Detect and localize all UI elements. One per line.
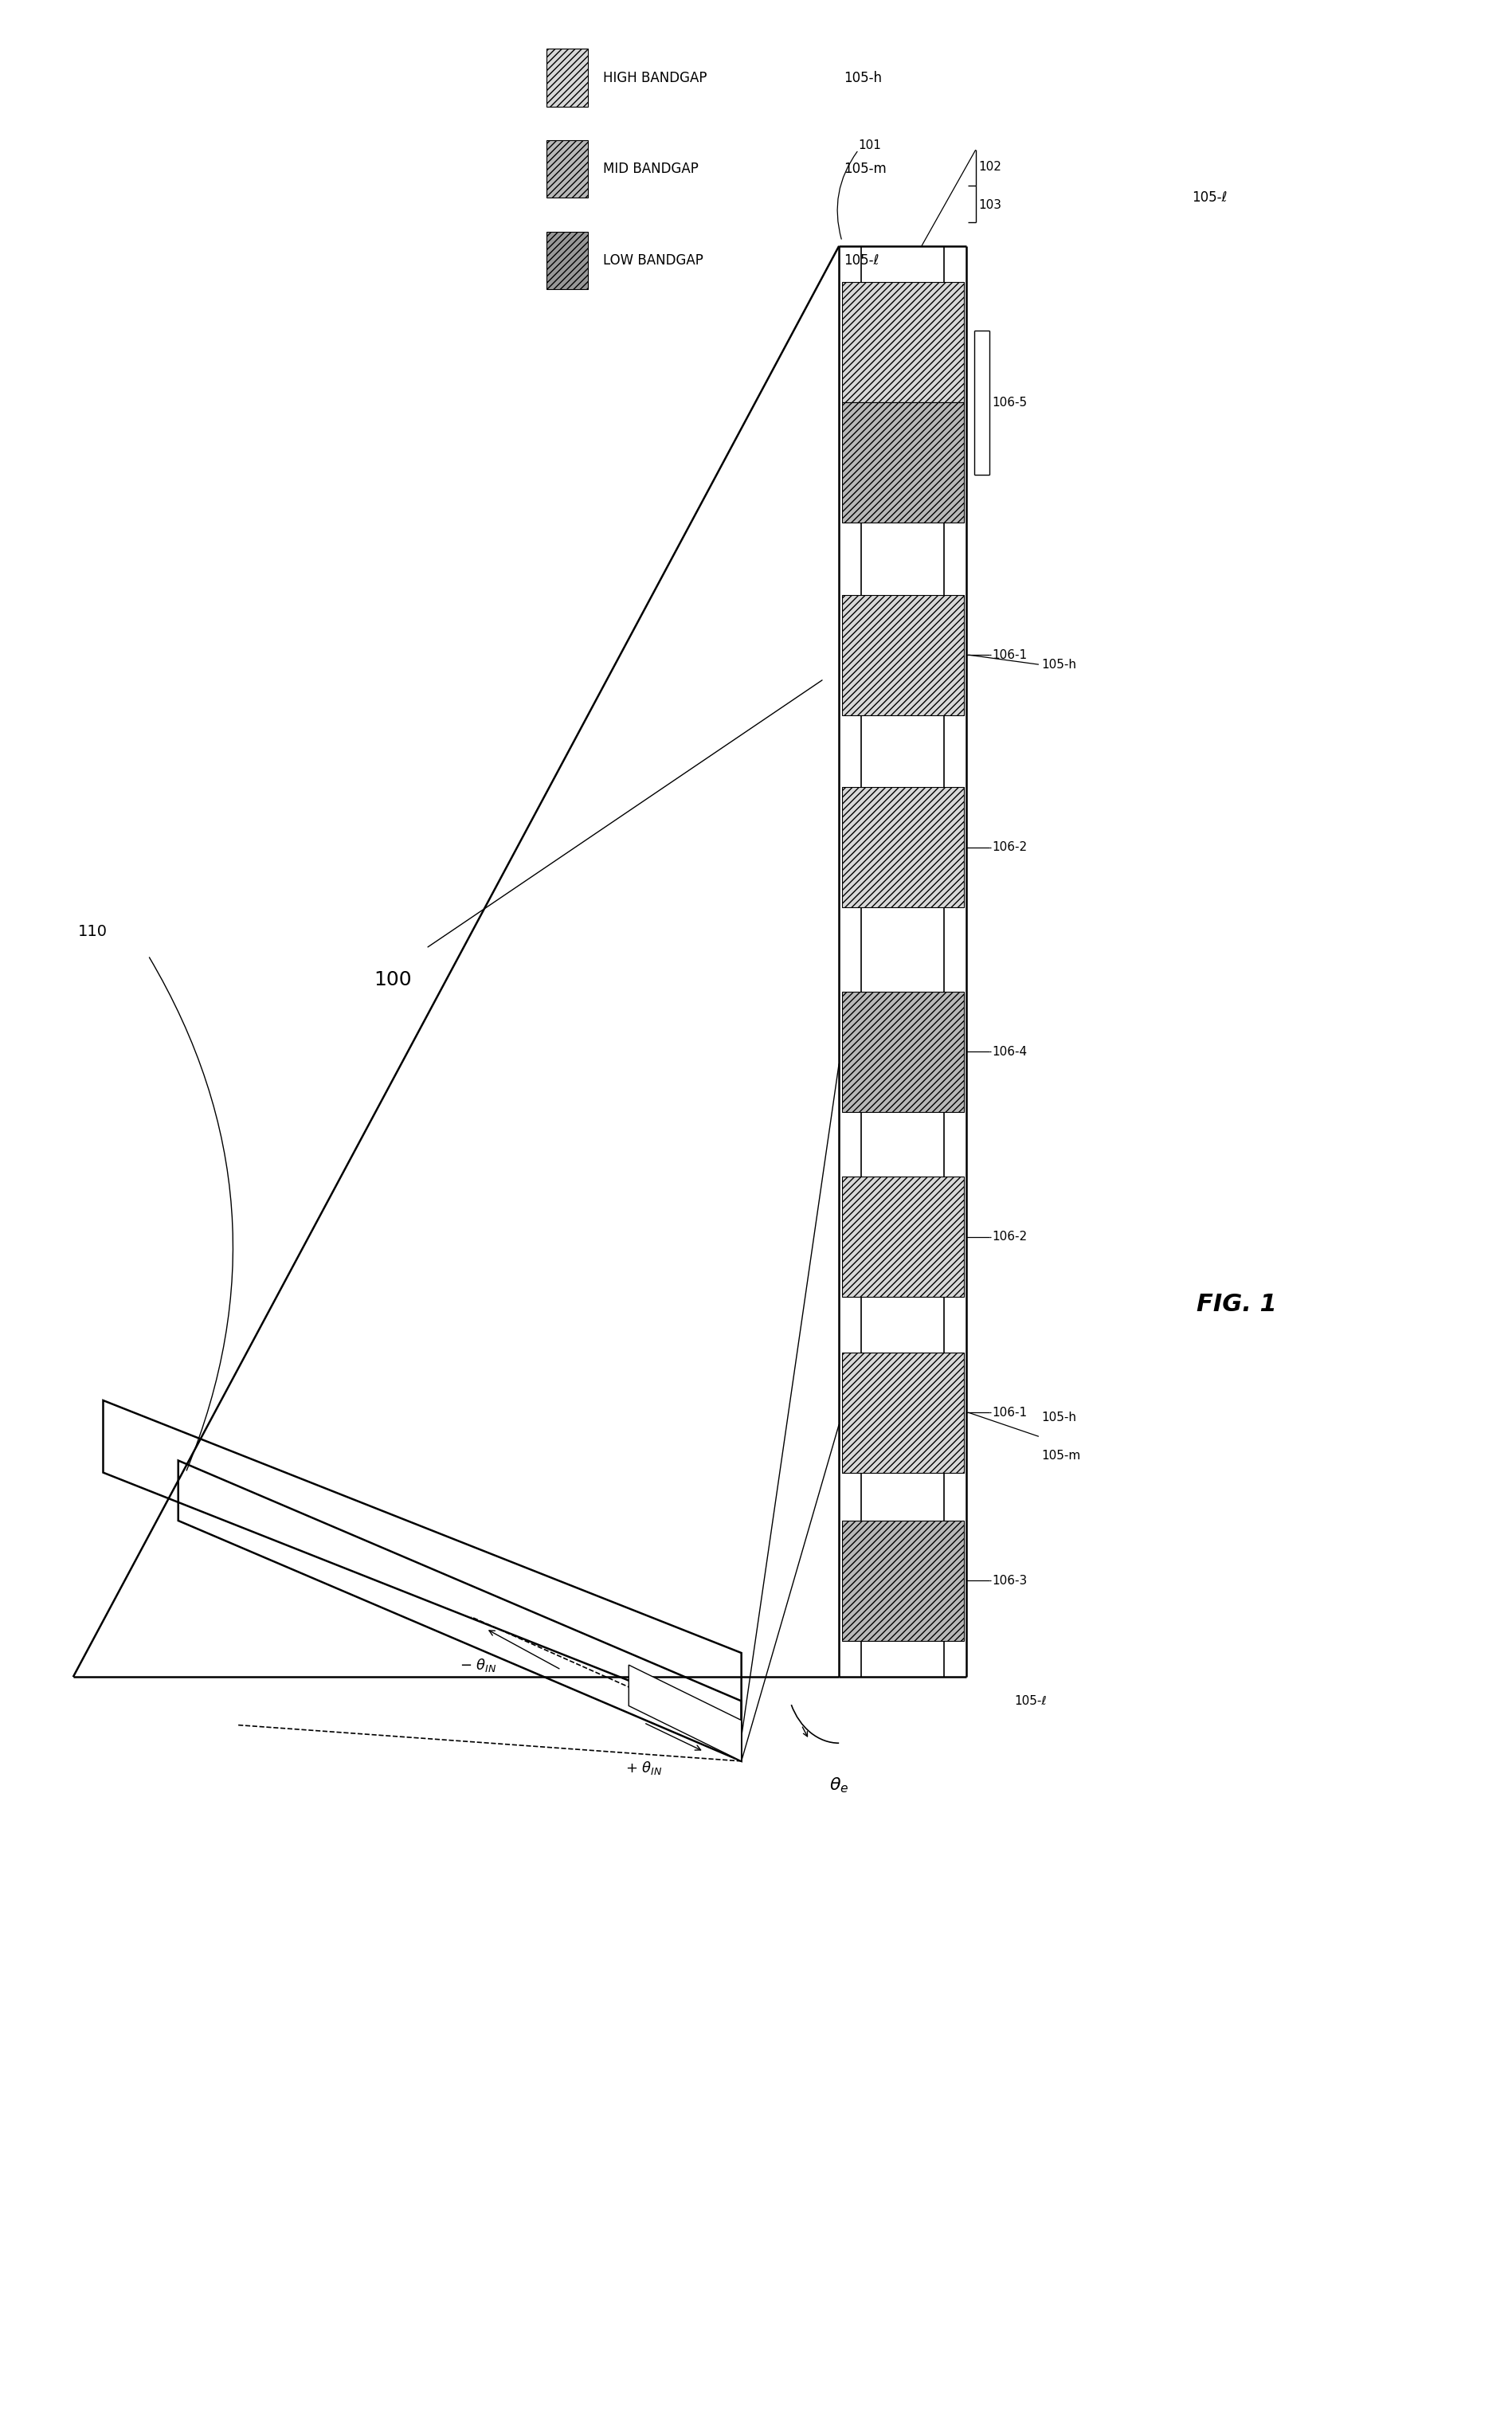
Text: $+\ \theta_{IN}$: $+\ \theta_{IN}$ bbox=[624, 1759, 662, 1776]
Text: 100: 100 bbox=[373, 969, 411, 988]
Text: 105-h: 105-h bbox=[844, 70, 881, 85]
Bar bbox=[842, 1353, 963, 1471]
Text: 105-h: 105-h bbox=[1042, 1411, 1077, 1423]
Text: HIGH BANDGAP: HIGH BANDGAP bbox=[603, 70, 706, 85]
Text: 110: 110 bbox=[77, 923, 107, 940]
Bar bbox=[842, 788, 963, 908]
Text: 105-m: 105-m bbox=[1042, 1450, 1081, 1462]
Text: 105-ℓ: 105-ℓ bbox=[1015, 1696, 1046, 1708]
Text: 106-1: 106-1 bbox=[992, 1406, 1027, 1418]
Text: FIG. 1: FIG. 1 bbox=[1196, 1293, 1276, 1317]
Bar bbox=[546, 232, 588, 290]
Text: 103: 103 bbox=[978, 198, 1001, 210]
Text: 106-5: 106-5 bbox=[992, 396, 1027, 408]
Text: 105-h: 105-h bbox=[1042, 660, 1077, 672]
Text: 106-1: 106-1 bbox=[992, 650, 1027, 662]
Text: 105-m: 105-m bbox=[844, 162, 886, 176]
Text: $-\ \theta_{IN}$: $-\ \theta_{IN}$ bbox=[460, 1657, 497, 1674]
Text: 106-2: 106-2 bbox=[992, 841, 1027, 853]
Bar bbox=[842, 594, 963, 715]
Bar bbox=[546, 48, 588, 106]
Bar bbox=[842, 1177, 963, 1297]
Text: 106-3: 106-3 bbox=[992, 1575, 1027, 1587]
Text: MID BANDGAP: MID BANDGAP bbox=[603, 162, 699, 176]
Polygon shape bbox=[629, 1665, 741, 1761]
Text: 106-2: 106-2 bbox=[992, 1230, 1027, 1242]
Text: LOW BANDGAP: LOW BANDGAP bbox=[603, 254, 703, 268]
Bar bbox=[842, 991, 963, 1111]
Text: 105-ℓ: 105-ℓ bbox=[844, 254, 878, 268]
Text: $\theta_e$: $\theta_e$ bbox=[829, 1776, 848, 1795]
Bar bbox=[842, 403, 963, 522]
Text: 101: 101 bbox=[859, 140, 881, 150]
Bar bbox=[842, 1520, 963, 1640]
Text: 102: 102 bbox=[978, 162, 1001, 172]
Text: 105-ℓ: 105-ℓ bbox=[1191, 191, 1226, 205]
Text: 106-4: 106-4 bbox=[992, 1046, 1027, 1058]
Bar bbox=[546, 140, 588, 198]
Bar bbox=[842, 283, 963, 403]
